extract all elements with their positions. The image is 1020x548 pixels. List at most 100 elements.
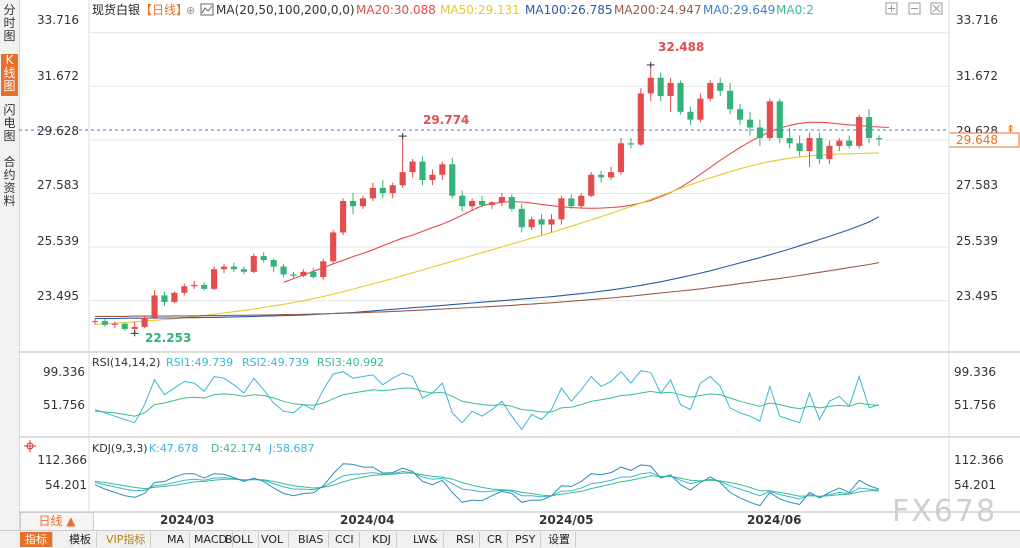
candle [478, 200, 486, 205]
indicator-tab[interactable]: VIP指标 [101, 532, 152, 547]
indicator-tab[interactable]: PSY [510, 532, 542, 547]
current-price-label: 29.648 [956, 133, 998, 147]
indicator-tab[interactable]: CR [482, 532, 509, 547]
rsi3-line [94, 387, 880, 417]
left-tick: 31.672 [37, 69, 79, 83]
candle [310, 271, 317, 278]
kline-chart[interactable]: 现货白银 【日线】 ⊕ MA(20,50,100,200,0,0) MA20:3… [19, 0, 1020, 530]
ma0b-value: MA0:2 [776, 3, 814, 17]
tab-kline[interactable]: K线图 [1, 54, 18, 96]
candle [488, 202, 496, 205]
indicator-tab[interactable]: LW& [408, 532, 444, 547]
candle [151, 295, 158, 318]
indicator-tab[interactable]: MA [162, 532, 191, 547]
tab-flash[interactable]: 闪电图 [3, 103, 16, 143]
indicator-tab[interactable]: CCI [330, 532, 360, 547]
ma-settings-icon[interactable] [200, 3, 214, 16]
candle [776, 101, 783, 139]
candle [687, 111, 694, 120]
candle [538, 219, 545, 225]
indicator-tab[interactable]: 指标 [20, 532, 53, 547]
candle [161, 295, 168, 302]
candle [449, 164, 456, 196]
candle [359, 198, 367, 207]
candle [796, 143, 803, 152]
indicator-tab[interactable]: MACD [189, 532, 233, 547]
candle [201, 284, 208, 289]
indicator-tab[interactable]: BIAS [293, 532, 330, 547]
candle [369, 187, 376, 199]
ma-settings-icon-line [201, 5, 213, 14]
candle [736, 109, 744, 120]
kdj-title: KDJ(9,3,3) [92, 442, 148, 455]
right-tick: 31.672 [956, 69, 998, 83]
left-tick: 25.539 [37, 234, 79, 248]
indicator-tab[interactable]: 模板 [64, 532, 97, 547]
candle [558, 198, 565, 220]
settings-icon[interactable]: ⊕ [186, 4, 195, 17]
close-icon[interactable] [930, 2, 943, 15]
candle [171, 292, 178, 302]
ma-param-label: MA(20,50,100,200,0,0) [216, 3, 355, 17]
candle [846, 140, 853, 146]
candle [230, 266, 238, 270]
candles [91, 61, 883, 337]
candle [865, 117, 873, 139]
price-arrow-icon: ⇞ [1006, 123, 1015, 136]
period-selector[interactable]: 日线 ▲ [20, 512, 94, 531]
indicator-tab[interactable]: VOL [256, 532, 290, 547]
candle [181, 286, 188, 293]
indicator-tab[interactable]: BOLL [220, 532, 260, 547]
candle [707, 82, 714, 99]
rsi-tick: 51.756 [43, 398, 85, 412]
sidebar: 分时图 K线图 闪电图 合约资料 [0, 0, 20, 547]
left-tick: 27.583 [37, 178, 79, 192]
candle [578, 195, 585, 207]
tab-contract-info[interactable]: 合约资料 [3, 155, 16, 208]
indicator-tab[interactable]: 设置 [543, 532, 576, 547]
kdj-tick: 54.201 [45, 478, 87, 492]
symbol-name: 现货白银 [92, 2, 140, 17]
rsi-tick-right: 51.756 [954, 398, 996, 412]
candle [697, 98, 704, 120]
indicator-tab[interactable]: RSI [451, 532, 480, 547]
rsi-tick-right: 99.336 [954, 365, 996, 379]
rsi-title: RSI(14,14,2) [92, 356, 160, 369]
candle [826, 145, 833, 160]
indicator-tab[interactable]: KDJ [367, 532, 397, 547]
kdj-k-value: K:47.678 [149, 442, 198, 455]
candle [211, 269, 218, 289]
chart-grid [89, 32, 949, 302]
candle [647, 77, 654, 94]
candle [548, 219, 555, 225]
kdj-d-value: D:42.174 [211, 442, 262, 455]
candle [419, 161, 426, 180]
ma-lines [94, 121, 889, 325]
left-tick: 29.628 [37, 124, 79, 138]
rsi1-value: RSI1:49.739 [166, 356, 233, 369]
rsi2-value: RSI2:49.739 [242, 356, 309, 369]
candle [727, 90, 734, 110]
zoom-out-icon[interactable] [908, 2, 921, 15]
candle [717, 82, 724, 91]
candle [607, 172, 615, 178]
rsi-tick: 99.336 [43, 365, 85, 379]
low-annotation: 22.253 [145, 331, 191, 345]
candle [836, 140, 843, 146]
candle [131, 326, 138, 329]
right-tick: 23.495 [956, 289, 998, 303]
candle [746, 119, 754, 128]
tab-timeshare[interactable]: 分时图 [3, 3, 16, 43]
candle [389, 185, 396, 194]
candle [260, 256, 267, 260]
left-price-axis: 33.716 31.672 29.628 27.583 25.539 23.49… [37, 13, 79, 303]
candle [280, 266, 287, 275]
candle [101, 321, 109, 325]
indicator-tab-bar: 指标 模板 VIP指标 MA MACD BOLL VOL BIAS CCI KDJ LW& RSI CR… [0, 530, 1020, 548]
watermark-logo: FX678 [892, 494, 998, 529]
candle [340, 200, 347, 233]
candle [875, 138, 883, 140]
candle [250, 256, 257, 272]
zoom-in-icon[interactable] [885, 2, 898, 15]
candle [111, 323, 118, 325]
